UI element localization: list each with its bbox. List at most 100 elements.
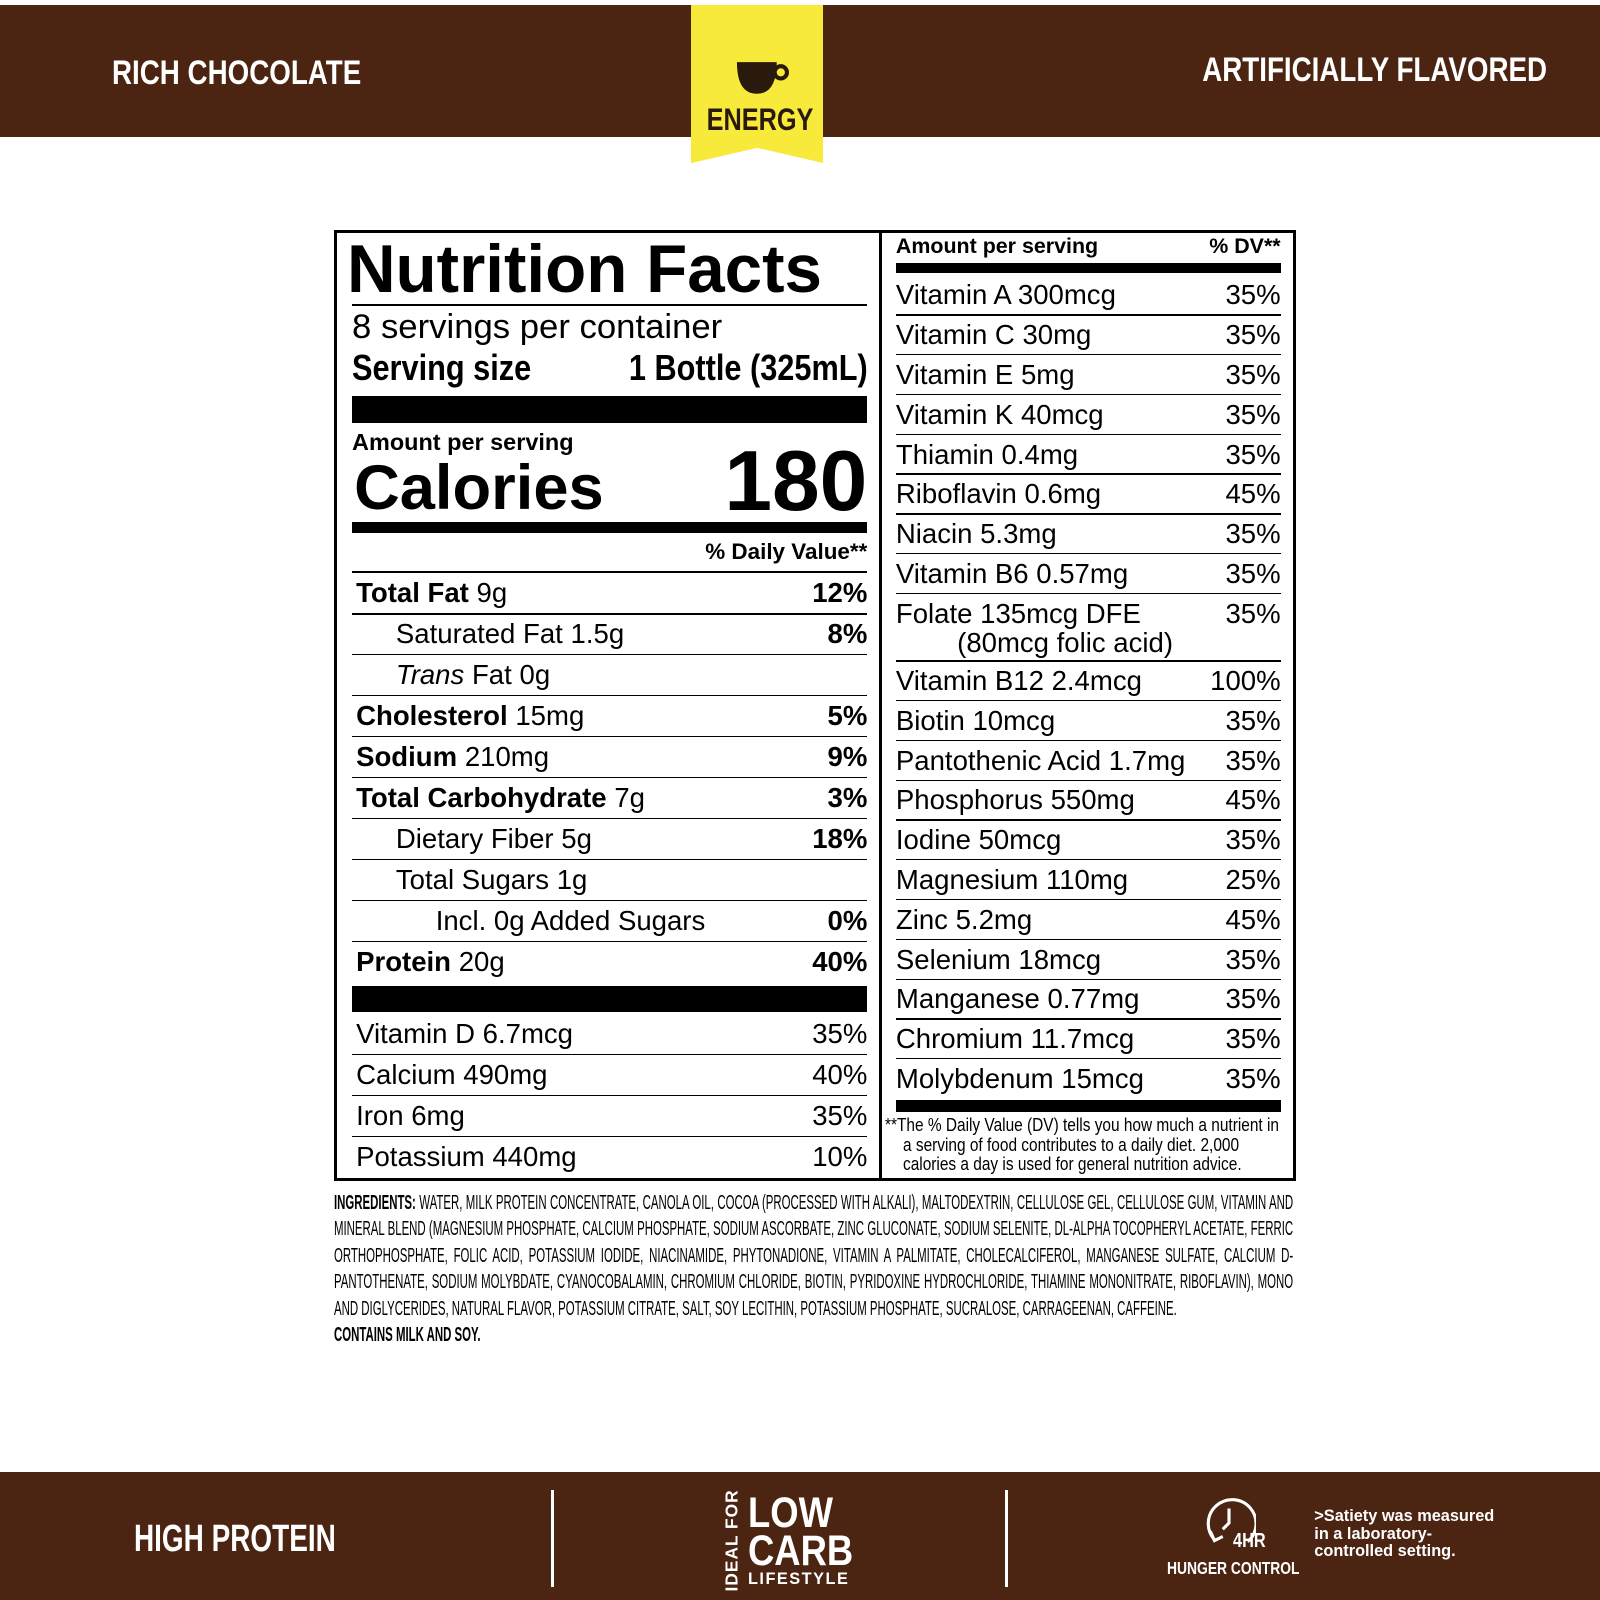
micronutrient-dv: 35% xyxy=(1225,438,1281,470)
vitamin-name: Vitamin D 6.7mcg xyxy=(356,1018,574,1050)
rule xyxy=(895,779,1281,781)
micronutrient-dv: 35% xyxy=(1225,557,1281,589)
nutrient-name: Saturated Fat xyxy=(395,618,563,650)
rule xyxy=(352,736,868,738)
rule xyxy=(895,978,1281,980)
micronutrient-name: Vitamin A 300mcg xyxy=(895,279,1116,311)
right-dv-header: % DV** xyxy=(1209,234,1281,259)
micronutrient-dv: 35% xyxy=(1225,1063,1281,1095)
micronutrient-name: Phosphorus 550mg xyxy=(895,784,1135,816)
nutrient-row: Sodium 210mg xyxy=(356,740,549,773)
nutrient-name: Total Carbohydrate xyxy=(356,781,607,813)
rule xyxy=(895,898,1281,901)
micronutrient-name: Iodine 50mcg xyxy=(895,824,1062,856)
hours: 4HR xyxy=(1232,1529,1266,1552)
nutrient-amount: 7g xyxy=(614,781,645,813)
rule xyxy=(895,473,1281,475)
nutrient-name: Protein xyxy=(356,945,452,977)
rule xyxy=(895,938,1281,941)
micronutrient-dv: 35% xyxy=(1225,358,1281,390)
calories-value: 180 xyxy=(724,432,868,529)
nutrient-name: Cholesterol xyxy=(356,700,508,732)
nutrient-name: Total Fat xyxy=(356,577,469,609)
nutrient-name-italic: Trans xyxy=(395,659,465,691)
micronutrient-dv: 35% xyxy=(1225,943,1281,975)
footnote: **The % Daily Value (DV) tells you how m… xyxy=(884,1114,1279,1175)
rule xyxy=(895,739,1281,742)
serving-size-value: 1 Bottle (325mL) xyxy=(628,347,868,388)
ingredients: INGREDIENTS: WATER, MILK PROTEIN CONCENTR… xyxy=(334,1190,1293,1349)
clock-icon xyxy=(1206,1498,1256,1543)
rule xyxy=(895,592,1281,595)
rule xyxy=(895,700,1281,702)
flavor: RICH CHOCOLATE xyxy=(112,53,362,92)
rule xyxy=(895,1018,1281,1020)
nutrient-row: Incl. 0g Added Sugars xyxy=(436,904,706,937)
nutrient-name: Fat xyxy=(471,659,512,691)
vitamin-name: Calcium 490mg xyxy=(356,1058,548,1090)
right-amount-header: Amount per serving xyxy=(895,234,1099,259)
badge-text: ENERGY xyxy=(706,101,814,138)
dv-header: % Daily Value** xyxy=(705,538,868,564)
ingredients-label: INGREDIENTS: xyxy=(333,1191,416,1214)
medium-bar xyxy=(352,522,868,533)
ingredients-text: INGREDIENTS: WATER, MILK PROTEIN CONCENTR… xyxy=(334,1190,1293,1323)
micronutrient-name: Manganese 0.77mg xyxy=(895,983,1140,1015)
footer-band xyxy=(0,1472,1600,1600)
thick-bar xyxy=(352,985,868,1013)
thick-bar xyxy=(352,395,868,424)
micronutrient-dv: 35% xyxy=(1225,983,1281,1015)
column-divider xyxy=(878,229,882,1181)
rule xyxy=(352,776,868,779)
micronutrient-name: Folate 135mcg DFE xyxy=(895,597,1141,629)
allergen: CONTAINS MILK AND SOY. xyxy=(333,1324,481,1347)
ingredients-list: WATER, MILK PROTEIN CONCENTRATE, CANOLA … xyxy=(333,1191,1293,1320)
calories-label: Calories xyxy=(354,452,604,523)
micronutrient-dv: 45% xyxy=(1225,903,1281,935)
energy-badge xyxy=(690,5,824,164)
nutrient-amount: 15mg xyxy=(515,700,585,732)
nutrient-amount: 210mg xyxy=(464,741,550,772)
rule xyxy=(895,393,1281,396)
rule xyxy=(895,314,1281,316)
vitamin-name: Iron 6mg xyxy=(356,1099,465,1131)
nutrient-amount: 1.5g xyxy=(570,618,625,650)
low: LOW xyxy=(747,1488,833,1537)
micronutrient-name: Vitamin E 5mg xyxy=(895,358,1075,390)
micronutrient-dv: 35% xyxy=(1225,279,1281,311)
nutrient-name: Dietary Fiber xyxy=(395,822,554,854)
nutrient-dv: 12% xyxy=(812,577,868,609)
micronutrient-dv: 25% xyxy=(1225,864,1281,896)
nutrient-dv: 3% xyxy=(827,781,868,813)
rule xyxy=(352,654,868,656)
micronutrient-dv: 35% xyxy=(1225,1023,1281,1055)
micronutrient-note: (80mcg folic acid) xyxy=(957,627,1173,659)
micronutrient-dv: 35% xyxy=(1225,744,1281,776)
nutrient-dv: 0% xyxy=(827,904,868,936)
flavor-note: ARTIFICIALLY FLAVORED xyxy=(1202,50,1547,89)
thick-bar xyxy=(895,1100,1281,1113)
nutrient-name: Sodium xyxy=(356,741,458,772)
rule xyxy=(895,819,1281,821)
micronutrient-name: Pantothenic Acid 1.7mg xyxy=(895,744,1186,776)
nutrient-dv: 40% xyxy=(812,945,868,977)
micronutrient-dv: 35% xyxy=(1225,518,1281,550)
rule xyxy=(352,1094,868,1097)
micronutrient-dv: 100% xyxy=(1210,665,1281,697)
nutrient-row: Total Fat 9g xyxy=(356,576,507,609)
serving-size-label: Serving size xyxy=(352,347,532,388)
micronutrient-name: Biotin 10mcg xyxy=(895,704,1056,736)
satiety-note: >Satiety was measured in a laboratory-co… xyxy=(1314,1507,1495,1560)
nutrient-row: Saturated Fat 1.5g xyxy=(396,617,624,650)
nf-title: Nutrition Facts xyxy=(346,231,822,307)
nutrient-row: Protein 20g xyxy=(356,945,505,978)
nutrient-row: Cholesterol 15mg xyxy=(356,699,584,732)
vitamin-dv: 35% xyxy=(812,1018,868,1050)
rule xyxy=(352,940,868,942)
rule xyxy=(352,899,868,901)
nutrient-amount: 1g xyxy=(556,863,588,895)
micronutrient-dv: 35% xyxy=(1225,597,1281,629)
micronutrient-name: Zinc 5.2mg xyxy=(895,903,1033,935)
rule xyxy=(895,433,1281,435)
